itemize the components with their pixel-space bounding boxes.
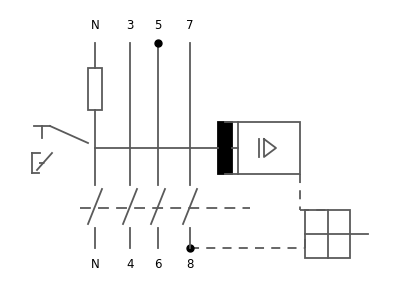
Text: N: N [91,19,99,32]
Text: 6: 6 [154,258,162,271]
Bar [88,68,102,110]
Bar [238,122,300,174]
Text: 8: 8 [186,258,194,271]
Text: N: N [91,258,99,271]
Text: 5: 5 [154,19,162,32]
Text: 4: 4 [126,258,134,271]
Text: 7: 7 [186,19,194,32]
Bar [218,122,232,174]
Text: 3: 3 [126,19,134,32]
Bar [305,210,350,258]
